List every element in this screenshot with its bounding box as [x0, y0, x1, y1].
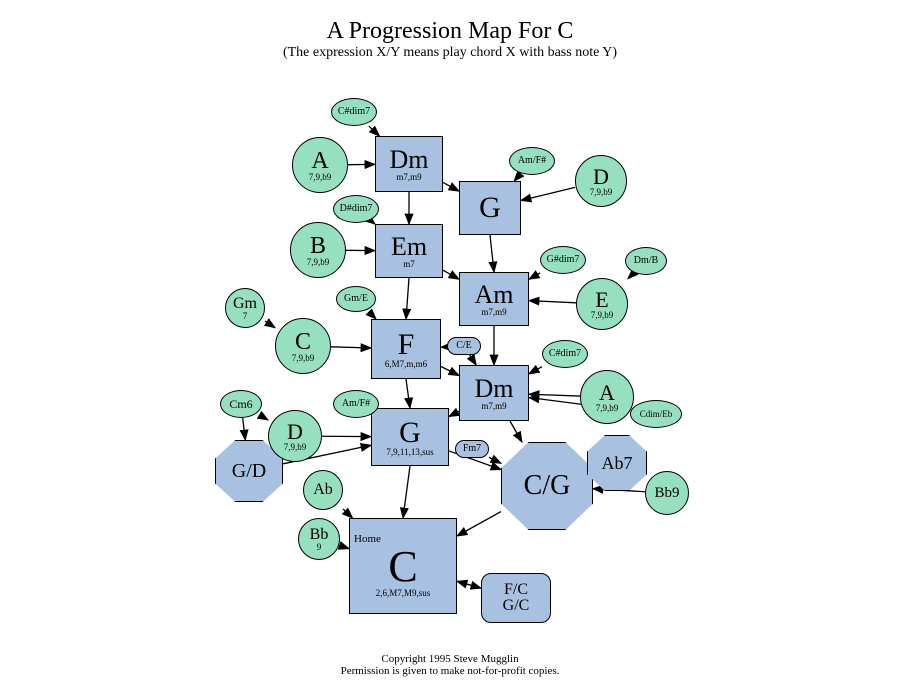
- edge-Em-F: [406, 278, 409, 319]
- node-Dm2: Dmm7,m9: [459, 365, 529, 421]
- node-D1: D7,9,b9: [575, 155, 627, 207]
- edge-Dm1-G1: [443, 182, 459, 191]
- edge-Cshdim7b-Dm2: [529, 367, 542, 374]
- node-Gm: Gm7: [225, 288, 265, 328]
- edge-Cm6-GD: [243, 418, 246, 440]
- edge-GmE-F: [369, 312, 376, 319]
- node-Cshdim7b: C#dim7: [542, 340, 588, 368]
- node-C: HomeC2,6,M7,M9,sus: [349, 518, 457, 614]
- footer-l2: Permission is given to make not-for-prof…: [0, 665, 900, 677]
- edge-F-Dm2: [441, 367, 459, 376]
- node-A2: A7,9,b9: [580, 370, 634, 424]
- edge-Dm2-CG: [510, 421, 522, 442]
- node-FCGC: F/CG/C: [481, 573, 551, 623]
- edge-Cm6-D2: [262, 416, 268, 420]
- node-Cshdim7: C#dim7: [331, 98, 377, 126]
- edge-Gshdim7-Am: [529, 273, 540, 279]
- title: A Progression Map For C (The expression …: [0, 18, 900, 61]
- node-C2: C7,9,b9: [275, 318, 331, 374]
- node-Gshdim7: G#dim7: [540, 246, 586, 274]
- edge-G1-Am: [490, 235, 494, 272]
- node-CE: C/E: [447, 337, 481, 355]
- footer: Copyright 1995 Steve Mugglin Permission …: [0, 653, 900, 677]
- node-Dm1: Dmm7,m9: [375, 136, 443, 192]
- edge-Em-Am: [443, 270, 459, 279]
- footer-l1: Copyright 1995 Steve Mugglin: [0, 653, 900, 665]
- node-G1: G: [459, 181, 521, 235]
- node-Bb: Bb9: [298, 518, 340, 560]
- node-Cm6: Cm6: [220, 390, 262, 418]
- node-Bb9: Bb9: [645, 471, 689, 515]
- edge-DmB-E: [628, 275, 632, 279]
- edge-D1-G1: [521, 187, 575, 200]
- node-AmFs2: Am/F#: [333, 390, 379, 418]
- node-A1: A7,9,b9: [292, 137, 348, 193]
- node-CdimEb: Cdim/Eb: [630, 400, 682, 428]
- node-E: E7,9,b9: [576, 278, 628, 330]
- edge-F-G2: [406, 379, 410, 408]
- edge-FCGC-C: [457, 581, 481, 588]
- edge-CG-C: [457, 512, 501, 536]
- edge-Bb-C: [340, 546, 349, 549]
- node-Ab: Ab: [303, 470, 343, 510]
- node-GmE: Gm/E: [336, 286, 376, 312]
- title-sub: (The expression X/Y means play chord X w…: [0, 45, 900, 61]
- node-F: F6,M7,m,m6: [371, 319, 441, 379]
- node-G2: G7,9,11,13,sus: [371, 408, 449, 466]
- edge-A2-Dm2: [529, 394, 580, 396]
- node-Dshdim7: D#dim7: [333, 195, 379, 223]
- edge-G2-C: [403, 466, 410, 518]
- node-Fm7: Fm7: [455, 440, 489, 458]
- title-main: A Progression Map For C: [0, 18, 900, 45]
- edge-Cshdim7-Dm1: [369, 126, 380, 136]
- node-AmFs1: Am/F#: [509, 147, 555, 175]
- edge-Dm2-G2: [449, 411, 459, 416]
- edge-E-Am: [529, 301, 576, 303]
- node-B: B7,9,b9: [290, 222, 346, 278]
- node-DmB: Dm/B: [625, 247, 667, 275]
- node-Am: Amm7,m9: [459, 272, 529, 326]
- edge-C2-F: [331, 347, 371, 348]
- edge-Ab-C: [343, 509, 352, 518]
- node-D2: D7,9,b9: [268, 410, 322, 462]
- edge-CE-Dm2: [470, 355, 476, 365]
- node-CG: C/G: [501, 442, 593, 530]
- edge-Fm7-CG: [489, 457, 501, 463]
- node-Em: Emm7: [375, 224, 443, 278]
- edge-Gm-C2: [265, 321, 275, 328]
